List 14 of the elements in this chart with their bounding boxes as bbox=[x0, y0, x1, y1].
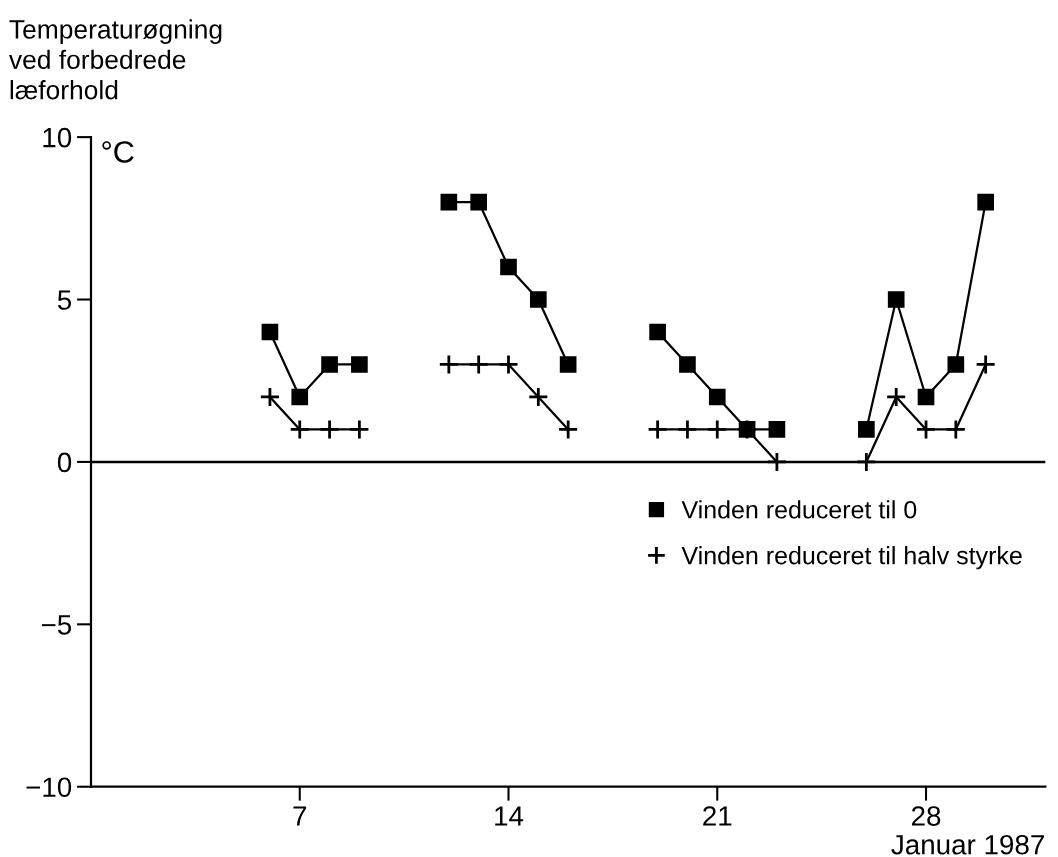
x-tick-label: 21 bbox=[703, 806, 732, 826]
legend-label: Vinden reduceret til halv styrke bbox=[681, 546, 1022, 570]
y-axis-title: Temperaturøgning ved forbedrede læforhold bbox=[9, 19, 222, 100]
legend-label: Vinden reduceret til 0 bbox=[681, 500, 917, 519]
y-tick-label: −5 bbox=[41, 615, 72, 635]
y-tick-label: 5 bbox=[57, 290, 72, 310]
x-tick-label: 28 bbox=[911, 806, 941, 826]
y-tick-label: −10 bbox=[26, 777, 72, 798]
x-axis-title: Januar 1987 bbox=[891, 834, 1044, 855]
annotation: °C bbox=[102, 141, 134, 163]
y-tick-label: 10 bbox=[43, 127, 72, 148]
x-tick-label: 14 bbox=[495, 806, 524, 826]
y-tick-label: 0 bbox=[57, 452, 72, 473]
x-tick-label: 7 bbox=[293, 806, 307, 826]
